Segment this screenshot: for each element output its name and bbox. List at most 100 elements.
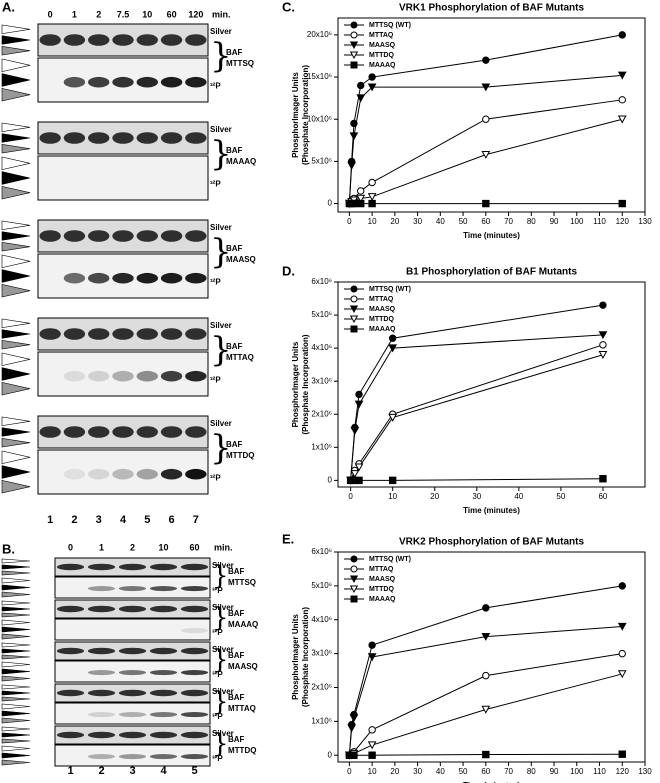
gel-band xyxy=(63,328,86,340)
gel-band xyxy=(149,670,178,676)
plot-frame xyxy=(337,17,646,213)
legend-marker xyxy=(350,31,358,39)
gel-band xyxy=(136,328,158,340)
arrowhead xyxy=(1,156,31,171)
marker xyxy=(388,413,398,422)
signal-label: ³²P xyxy=(212,754,223,763)
arrowhead xyxy=(1,133,31,143)
lane-number: 5 xyxy=(144,514,150,526)
x-tick-label: 60 xyxy=(481,767,490,776)
x-tick-label: 50 xyxy=(459,217,468,226)
marker xyxy=(368,726,376,734)
legend-marker xyxy=(350,295,358,303)
y-tick-label: 1x10⁶ xyxy=(311,442,332,451)
gel-band xyxy=(63,230,86,242)
gel-band xyxy=(112,34,134,46)
gel-band xyxy=(160,34,183,46)
arrowhead xyxy=(1,577,31,584)
lane-number: 6 xyxy=(169,514,175,526)
arrowhead xyxy=(1,427,31,437)
series-line xyxy=(348,74,623,204)
gel-band xyxy=(88,132,110,144)
y-tick-label: 5x10⁶ xyxy=(311,157,332,166)
signal-label: Silver xyxy=(212,603,234,612)
gel-band xyxy=(63,426,86,438)
gel-band xyxy=(63,34,86,46)
marker xyxy=(356,194,366,203)
arrowhead xyxy=(1,684,31,690)
arrowhead xyxy=(1,710,31,717)
signal-label: ³²P xyxy=(210,180,221,189)
lane-number: 1 xyxy=(67,765,73,777)
y-axis-label: (Phosphate Incorporation) xyxy=(301,65,310,165)
lane-time: 0 xyxy=(48,9,53,19)
marker xyxy=(368,178,376,187)
gel-band xyxy=(185,132,207,144)
lane-number: 4 xyxy=(120,514,127,526)
y-axis-label: PhosphorImager Units xyxy=(291,72,300,158)
marker xyxy=(482,604,490,612)
gel-band xyxy=(185,272,207,284)
series-line xyxy=(350,334,603,481)
arrowhead xyxy=(1,220,31,231)
arrowhead xyxy=(1,241,31,252)
legend-label: MTTDQ xyxy=(369,52,394,59)
x-tick-label: 30 xyxy=(413,217,422,226)
gel-band xyxy=(180,586,209,592)
series-line xyxy=(349,118,623,204)
gel-band xyxy=(160,272,183,284)
lane-time: 10 xyxy=(142,9,152,19)
gel-band xyxy=(180,563,209,571)
arrowhead xyxy=(1,479,31,494)
lane-time: 10 xyxy=(158,542,168,552)
gel-band xyxy=(185,230,207,242)
marker xyxy=(481,705,491,714)
x-tick-label: 60 xyxy=(598,492,607,501)
legend-marker xyxy=(350,61,358,69)
signal-label: ³²P xyxy=(210,82,221,91)
arrowhead xyxy=(1,269,31,283)
signal-label: Silver xyxy=(210,321,232,330)
protein-label: BAF xyxy=(228,651,245,660)
gel-band xyxy=(118,731,147,739)
legend-label: MAAAQ xyxy=(369,326,396,333)
chart-title: B1 Phosphorylation of BAF Mutants xyxy=(406,267,578,278)
legend-label: MAASQ xyxy=(369,42,396,49)
gel-band xyxy=(87,754,116,760)
arrowhead xyxy=(1,45,31,56)
gel-band xyxy=(149,605,178,613)
legend-label: MTTSQ (WT) xyxy=(369,22,411,29)
arrowhead xyxy=(1,752,31,759)
series-line xyxy=(348,626,623,756)
gel-band xyxy=(56,605,85,613)
arrowhead xyxy=(1,703,31,710)
marker xyxy=(598,331,608,340)
y-tick-label: 2x10⁶ xyxy=(311,409,332,418)
signal-label: Silver xyxy=(210,125,232,134)
arrowhead xyxy=(1,600,31,606)
gel-band xyxy=(136,76,158,88)
marker xyxy=(368,73,376,81)
marker xyxy=(388,344,398,353)
series-line xyxy=(350,344,604,481)
marker xyxy=(617,71,627,80)
brace: } xyxy=(210,134,232,174)
series-line xyxy=(350,354,604,481)
brace: } xyxy=(212,561,229,591)
x-tick-label: 10 xyxy=(388,492,397,501)
y-tick-label: 0 xyxy=(328,475,333,484)
x-tick-label: 0 xyxy=(347,217,352,226)
arrowhead xyxy=(1,450,31,465)
signal-label: ³²P xyxy=(210,474,221,483)
signal-label: Silver xyxy=(212,687,234,696)
mutant-label: MTTDQ xyxy=(226,451,254,460)
gel-band xyxy=(87,605,116,613)
lane-number: 5 xyxy=(191,765,197,777)
gel-band xyxy=(39,328,61,340)
gel-band xyxy=(112,328,134,340)
mutant-label: MAASQ xyxy=(226,255,256,264)
signal-label: Silver xyxy=(212,729,234,738)
lane-number: 3 xyxy=(96,514,102,526)
arrowhead xyxy=(1,690,31,696)
lane-number: 2 xyxy=(71,514,77,526)
